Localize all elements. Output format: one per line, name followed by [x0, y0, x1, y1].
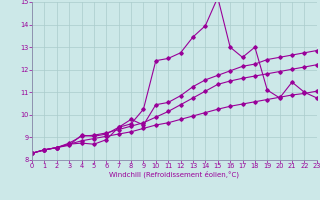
X-axis label: Windchill (Refroidissement éolien,°C): Windchill (Refroidissement éolien,°C) — [109, 171, 239, 178]
